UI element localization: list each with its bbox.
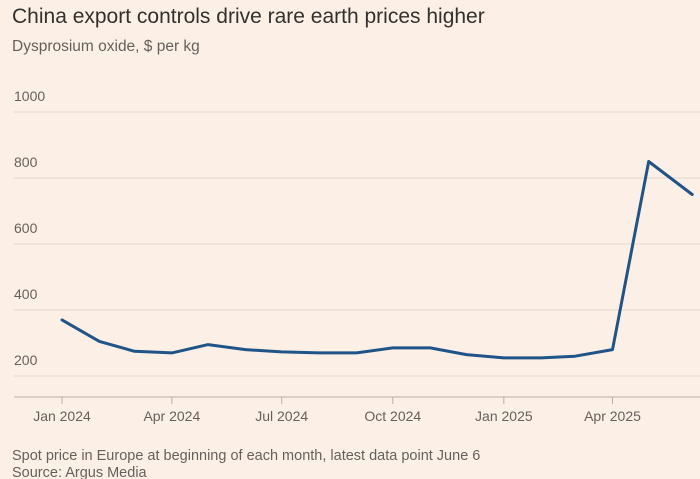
y-tick-label-600: 600 bbox=[14, 220, 38, 236]
y-tick-label-1000: 1000 bbox=[14, 88, 45, 104]
x-tick-label: Apr 2024 bbox=[143, 408, 200, 424]
x-tick-label: Jul 2024 bbox=[255, 408, 308, 424]
chart-subtitle: Dysprosium oxide, $ per kg bbox=[12, 38, 200, 55]
y-tick-label-200: 200 bbox=[14, 352, 38, 368]
series-line-0 bbox=[60, 160, 694, 360]
chart-footnote: Spot price in Europe at beginning of eac… bbox=[12, 448, 481, 464]
x-tick-label: Jan 2025 bbox=[475, 408, 533, 424]
x-tick-label: Apr 2025 bbox=[584, 408, 641, 424]
x-tick-label: Oct 2024 bbox=[364, 408, 421, 424]
y-tick-label-400: 400 bbox=[14, 286, 38, 302]
gridlines bbox=[14, 111, 700, 398]
y-tick-label-800: 800 bbox=[14, 154, 38, 170]
series-layer bbox=[60, 160, 694, 360]
chart-title: China export controls drive rare earth p… bbox=[12, 5, 485, 28]
axis-ticks: 200 400 600 800 1000 Jan 2024 Apr 2024 Jul 2024… bbox=[14, 88, 641, 424]
x-tick-label: Jan 2024 bbox=[33, 408, 91, 424]
chart-source: Source: Argus Media bbox=[12, 465, 147, 479]
